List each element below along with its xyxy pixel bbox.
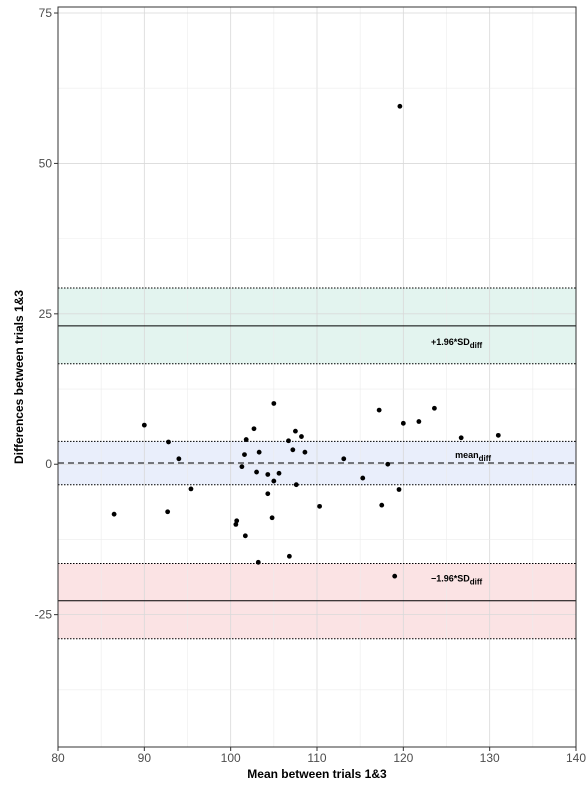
data-point [254,469,259,475]
data-point [293,428,298,434]
data-point [233,521,239,527]
data-point [286,553,292,559]
annotations: +1.96*SDdiff meandiff −1.96*SDdiff [431,337,491,586]
data-point [302,449,308,455]
y-tick-label: 75 [39,6,53,20]
data-point [243,437,249,442]
data-point [360,475,366,481]
data-point [141,422,147,428]
data-point [166,439,171,445]
reference-lines [58,287,576,640]
y-tick-label: 0 [45,457,52,471]
data-point [255,559,261,565]
data-point [242,533,248,539]
x-tick-label: 120 [393,751,413,765]
x-tick-label: 130 [480,751,500,765]
data-point [286,438,291,444]
x-tick-label: 90 [138,751,152,765]
data-point [385,461,391,467]
data-point [416,419,422,424]
data-point [111,511,117,517]
y-tick-label: -25 [35,608,53,622]
data-point [317,503,322,509]
annotation-mean: meandiff [455,450,491,463]
data-point [276,470,282,476]
data-point [458,435,464,441]
data-point [242,452,247,458]
data-point [176,456,182,462]
data-point [397,103,403,109]
data-point [392,573,398,579]
x-tick-label: 80 [51,751,65,765]
data-point [239,464,245,470]
data-point [376,407,382,413]
x-axis-ticks: 80 90 100 110 120 130 140 [51,747,586,765]
data-point [251,426,257,432]
data-point [265,472,271,477]
y-tick-label: 25 [39,307,53,321]
data-point [341,456,347,462]
data-point [396,487,402,492]
data-point [379,502,385,508]
data-points [111,103,501,579]
data-point [271,478,277,484]
data-point [256,449,262,455]
data-point [269,515,275,521]
y-axis-title: Differences between trials 1&3 [12,290,26,464]
data-point [293,482,299,488]
x-tick-label: 140 [566,751,586,765]
data-point [495,432,501,438]
x-tick-label: 100 [221,751,241,765]
data-point [400,420,406,426]
data-point [165,509,171,515]
x-axis-title: Mean between trials 1&3 [247,767,387,781]
data-point [188,486,194,492]
data-point [271,401,277,406]
data-point [234,518,240,524]
data-point [299,434,304,439]
x-tick-label: 110 [307,751,326,765]
data-point [432,405,437,411]
data-point [265,491,271,497]
y-axis-ticks: -25 0 25 50 75 [35,6,58,622]
annotation-upper: +1.96*SDdiff [431,337,483,350]
annotation-lower: −1.96*SDdiff [431,574,483,587]
data-point [290,447,296,453]
y-tick-label: 50 [39,156,53,170]
